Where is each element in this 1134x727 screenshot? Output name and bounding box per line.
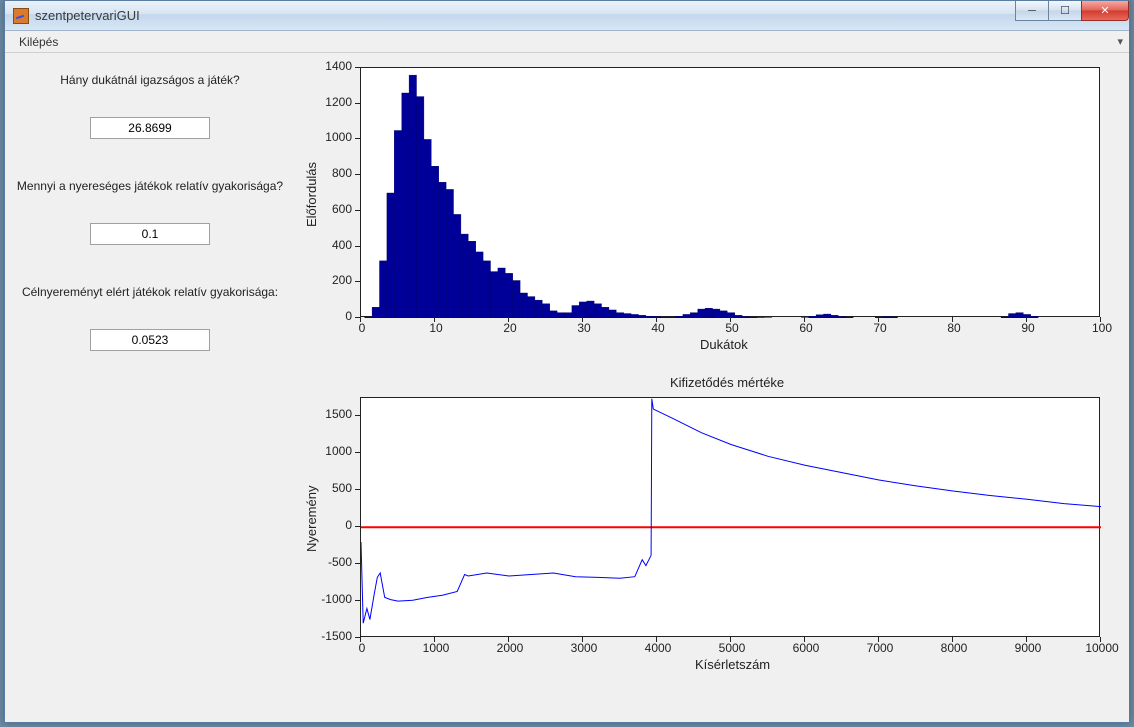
xtick-label: 7000 [860, 641, 900, 655]
ytick-label: 1000 [325, 444, 352, 458]
xtick-label: 3000 [564, 641, 604, 655]
axes-histogram: 0200400600800100012001400010203040506070… [290, 61, 1110, 361]
window-title: szentpetervariGUI [35, 8, 140, 23]
axes-line: -1500-1000-50005001000150001000200030004… [290, 369, 1110, 679]
histogram-plotbox[interactable] [360, 67, 1100, 317]
xtick-label: 50 [720, 321, 744, 335]
xtick-label: 80 [942, 321, 966, 335]
menubar: Kilépés ▾ [5, 31, 1129, 53]
titlebar[interactable]: szentpetervariGUI ─ ☐ ✕ [5, 1, 1129, 31]
ytick-label: -1000 [321, 592, 352, 606]
xtick-label: 10000 [1082, 641, 1122, 655]
xtick-label: 8000 [934, 641, 974, 655]
xtick-label: 70 [868, 321, 892, 335]
xtick-label: 10 [424, 321, 448, 335]
maximize-icon: ☐ [1060, 4, 1070, 17]
xtick-label: 30 [572, 321, 596, 335]
matlab-icon [13, 8, 29, 24]
ytick-label: 1400 [325, 59, 352, 73]
left-panel: Hány dukátnál igazságos a játék? 26.8699… [15, 73, 285, 391]
line-plotbox[interactable] [360, 397, 1100, 637]
xtick-label: 0 [342, 641, 382, 655]
xtick-label: 100 [1090, 321, 1114, 335]
ytick-label: 1000 [325, 130, 352, 144]
label-fair-ducats: Hány dukátnál igazságos a játék? [15, 73, 285, 87]
ytick-label: 600 [332, 202, 352, 216]
close-button[interactable]: ✕ [1081, 1, 1129, 21]
line-chart-xlabel: Kísérletszám [695, 657, 770, 672]
line-chart-ylabel: Nyeremény [304, 486, 319, 552]
label-target-freq: Célnyereményt elért játékok relatív gyak… [15, 285, 285, 299]
minimize-button[interactable]: ─ [1015, 1, 1049, 21]
xtick-label: 6000 [786, 641, 826, 655]
ytick-label: 400 [332, 238, 352, 252]
xtick-label: 40 [646, 321, 670, 335]
xtick-label: 20 [498, 321, 522, 335]
maximize-button[interactable]: ☐ [1048, 1, 1082, 21]
xtick-label: 90 [1016, 321, 1040, 335]
app-window: szentpetervariGUI ─ ☐ ✕ Kilépés ▾ Hány d… [4, 0, 1130, 723]
value-target-freq[interactable]: 0.0523 [90, 329, 210, 351]
close-icon: ✕ [1100, 4, 1109, 17]
histogram-ylabel: Előfordulás [304, 162, 319, 227]
ytick-label: -500 [328, 555, 352, 569]
client-area: Hány dukátnál igazságos a játék? 26.8699… [5, 53, 1129, 722]
xtick-label: 1000 [416, 641, 456, 655]
ytick-label: 800 [332, 166, 352, 180]
value-fair-ducats[interactable]: 26.8699 [90, 117, 210, 139]
ytick-label: 200 [332, 273, 352, 287]
window-buttons: ─ ☐ ✕ [1016, 1, 1129, 21]
xtick-label: 2000 [490, 641, 530, 655]
xtick-label: 60 [794, 321, 818, 335]
label-profit-freq: Mennyi a nyereséges játékok relatív gyak… [15, 179, 285, 193]
minimize-icon: ─ [1028, 5, 1036, 17]
plots-area: 0200400600800100012001400010203040506070… [290, 61, 1119, 712]
xtick-label: 5000 [712, 641, 752, 655]
line-chart-title: Kifizetődés mértéke [670, 375, 784, 390]
ytick-label: 1500 [325, 407, 352, 421]
ytick-label: 1200 [325, 95, 352, 109]
menu-exit[interactable]: Kilépés [11, 33, 66, 51]
ytick-label: 500 [332, 481, 352, 495]
value-profit-freq[interactable]: 0.1 [90, 223, 210, 245]
histogram-xlabel: Dukátok [700, 337, 748, 352]
xtick-label: 0 [350, 321, 374, 335]
ytick-label: 0 [345, 518, 352, 532]
menubar-overflow-icon[interactable]: ▾ [1117, 35, 1123, 48]
xtick-label: 4000 [638, 641, 678, 655]
xtick-label: 9000 [1008, 641, 1048, 655]
